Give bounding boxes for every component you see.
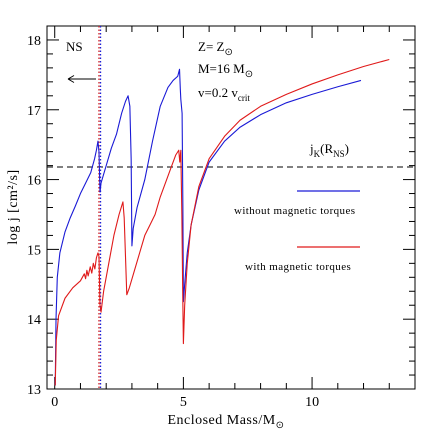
ticks	[47, 25, 416, 390]
legend-label-without: without magnetic torques	[234, 205, 355, 217]
jk-label: jK(RNS)	[309, 141, 349, 159]
tick-labels: 0 5 10 13 14 15 16 17 18	[27, 34, 319, 410]
legend-label-with: with magnetic torques	[245, 261, 351, 273]
reference-lines	[47, 26, 415, 389]
y-tick-label: 17	[27, 104, 41, 119]
y-tick-label: 15	[27, 243, 41, 258]
ns-label: NS	[66, 39, 83, 54]
mass-label: M=16 M⊙	[198, 61, 253, 80]
y-tick-label: 13	[27, 383, 41, 398]
series-lines	[54, 58, 390, 386]
velocity-label: v=0.2 vcrit	[198, 85, 250, 103]
x-tick-label: 0	[51, 395, 58, 410]
y-axis-title: log j [cm²/s]	[6, 169, 21, 244]
legend: without magnetic torques with magnetic t…	[234, 190, 360, 273]
metallicity-sun-symbol: ⊙	[224, 47, 232, 58]
x-tick-label: 5	[180, 395, 187, 410]
x-axis-sun-symbol: ⊙	[276, 420, 285, 431]
y-tick-label: 18	[27, 34, 41, 49]
left-arrow-icon	[67, 75, 96, 83]
metallicity-label: Z= Z⊙	[198, 39, 233, 58]
x-axis-title: Enclosed Mass/M⊙	[167, 413, 284, 431]
velocity-crit-subscript: crit	[238, 93, 250, 103]
x-tick-label: 10	[305, 395, 319, 410]
series-line-with-magnetic	[54, 58, 390, 386]
y-tick-label: 14	[27, 313, 41, 328]
y-tick-label: 16	[27, 174, 41, 189]
mass-sun-symbol: ⊙	[245, 69, 253, 80]
